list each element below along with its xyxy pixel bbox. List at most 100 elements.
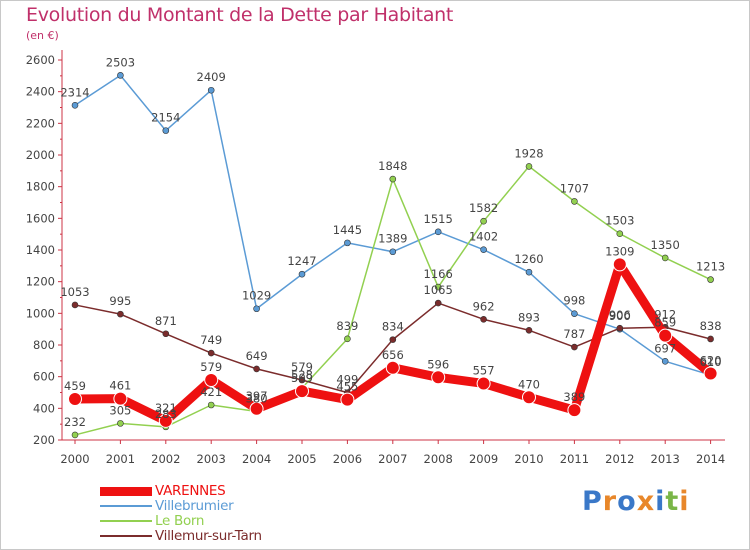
data-label: 2154	[151, 111, 180, 125]
logo-letter: t	[665, 486, 680, 517]
data-label: 1582	[469, 201, 498, 215]
data-point	[616, 230, 624, 237]
data-point	[522, 390, 536, 405]
data-label: 2409	[197, 70, 226, 84]
data-point	[295, 384, 309, 399]
y-tick-label: 1000	[26, 306, 55, 320]
data-label: 962	[473, 299, 495, 313]
data-point	[162, 330, 170, 338]
data-label: 656	[382, 348, 404, 362]
data-label: 1402	[469, 230, 498, 244]
series-line-le-born	[74, 165, 712, 436]
x-tick-label: 2005	[287, 452, 316, 466]
data-label: 421	[200, 385, 222, 399]
data-label: 1260	[514, 252, 543, 266]
data-point	[434, 228, 442, 236]
data-label: 1053	[60, 285, 89, 299]
data-point	[207, 401, 215, 409]
x-tick-label: 2010	[514, 452, 543, 466]
data-label: 1166	[424, 267, 453, 281]
data-label: 859	[654, 316, 676, 330]
logo-letter: r	[602, 486, 618, 517]
data-label: 461	[109, 379, 131, 393]
data-label: 995	[109, 294, 131, 308]
data-label: 1515	[424, 212, 453, 226]
data-label: 380	[246, 392, 268, 406]
data-label: 509	[291, 371, 313, 385]
data-label: 459	[64, 379, 86, 393]
data-point	[344, 239, 351, 247]
data-label: 1848	[378, 159, 407, 173]
data-point	[113, 391, 128, 406]
data-point	[658, 328, 673, 343]
data-label: 620	[700, 354, 722, 368]
data-point	[434, 283, 442, 291]
data-label: 1503	[605, 214, 634, 228]
data-point	[117, 310, 124, 318]
data-point	[431, 370, 446, 385]
data-point	[480, 316, 487, 323]
logo-letter: i	[679, 486, 690, 517]
x-tick-label: 2008	[424, 452, 453, 466]
data-point	[117, 72, 124, 79]
data-point	[162, 127, 170, 134]
data-label: 998	[563, 294, 585, 308]
data-label: 596	[427, 357, 449, 371]
data-label: 579	[200, 360, 222, 374]
x-tick-label: 2004	[242, 452, 271, 466]
y-tick-label: 2400	[26, 85, 55, 99]
legend-swatch	[100, 487, 152, 496]
y-tick-label: 2000	[26, 148, 55, 162]
y-tick-label: 1800	[26, 180, 55, 194]
data-label: 1213	[696, 260, 725, 274]
data-label: 2503	[106, 55, 135, 69]
data-point	[253, 305, 260, 313]
y-tick-label: 1600	[26, 211, 55, 225]
data-point	[707, 335, 714, 343]
logo-letter: o	[617, 486, 637, 517]
data-label: 912	[654, 307, 676, 321]
data-label: 1350	[651, 238, 680, 252]
x-tick-label: 2007	[378, 452, 407, 466]
data-label: 528	[291, 368, 313, 382]
x-tick-label: 2001	[106, 452, 135, 466]
data-label: 697	[654, 341, 676, 355]
data-point	[389, 248, 397, 256]
data-point	[340, 392, 355, 407]
data-label: 749	[200, 333, 222, 347]
data-point	[571, 198, 578, 205]
data-point	[525, 326, 533, 334]
legend-label: Villemur-sur-Tarn	[155, 528, 262, 544]
data-label: 649	[246, 349, 268, 363]
data-point	[480, 217, 487, 225]
x-tick-label: 2014	[696, 452, 725, 466]
data-point	[525, 163, 533, 170]
data-point	[434, 299, 442, 307]
data-point	[525, 268, 533, 276]
data-label: 1309	[605, 244, 634, 258]
legend-label: Le Born	[155, 513, 205, 529]
data-label: 470	[518, 377, 540, 391]
data-label: 389	[563, 390, 585, 404]
data-label: 232	[64, 415, 86, 429]
logo-letter: i	[655, 486, 666, 517]
data-point	[207, 86, 215, 94]
chart-subtitle: (en €)	[26, 29, 59, 42]
data-point	[71, 431, 79, 439]
data-label: 900	[609, 309, 631, 323]
data-label: 579	[291, 360, 313, 374]
data-label: 1389	[378, 232, 407, 246]
data-label: 838	[700, 319, 722, 333]
data-label: 321	[155, 401, 177, 415]
data-label: 610	[700, 355, 722, 369]
data-point	[158, 413, 173, 428]
data-point	[661, 254, 669, 262]
data-label: 839	[336, 319, 358, 333]
data-label: 557	[473, 363, 495, 377]
logo-letter: P	[582, 486, 603, 517]
data-point	[476, 376, 491, 391]
y-tick-label: 400	[33, 401, 55, 415]
legend-swatch	[100, 505, 152, 507]
data-point	[298, 270, 306, 278]
